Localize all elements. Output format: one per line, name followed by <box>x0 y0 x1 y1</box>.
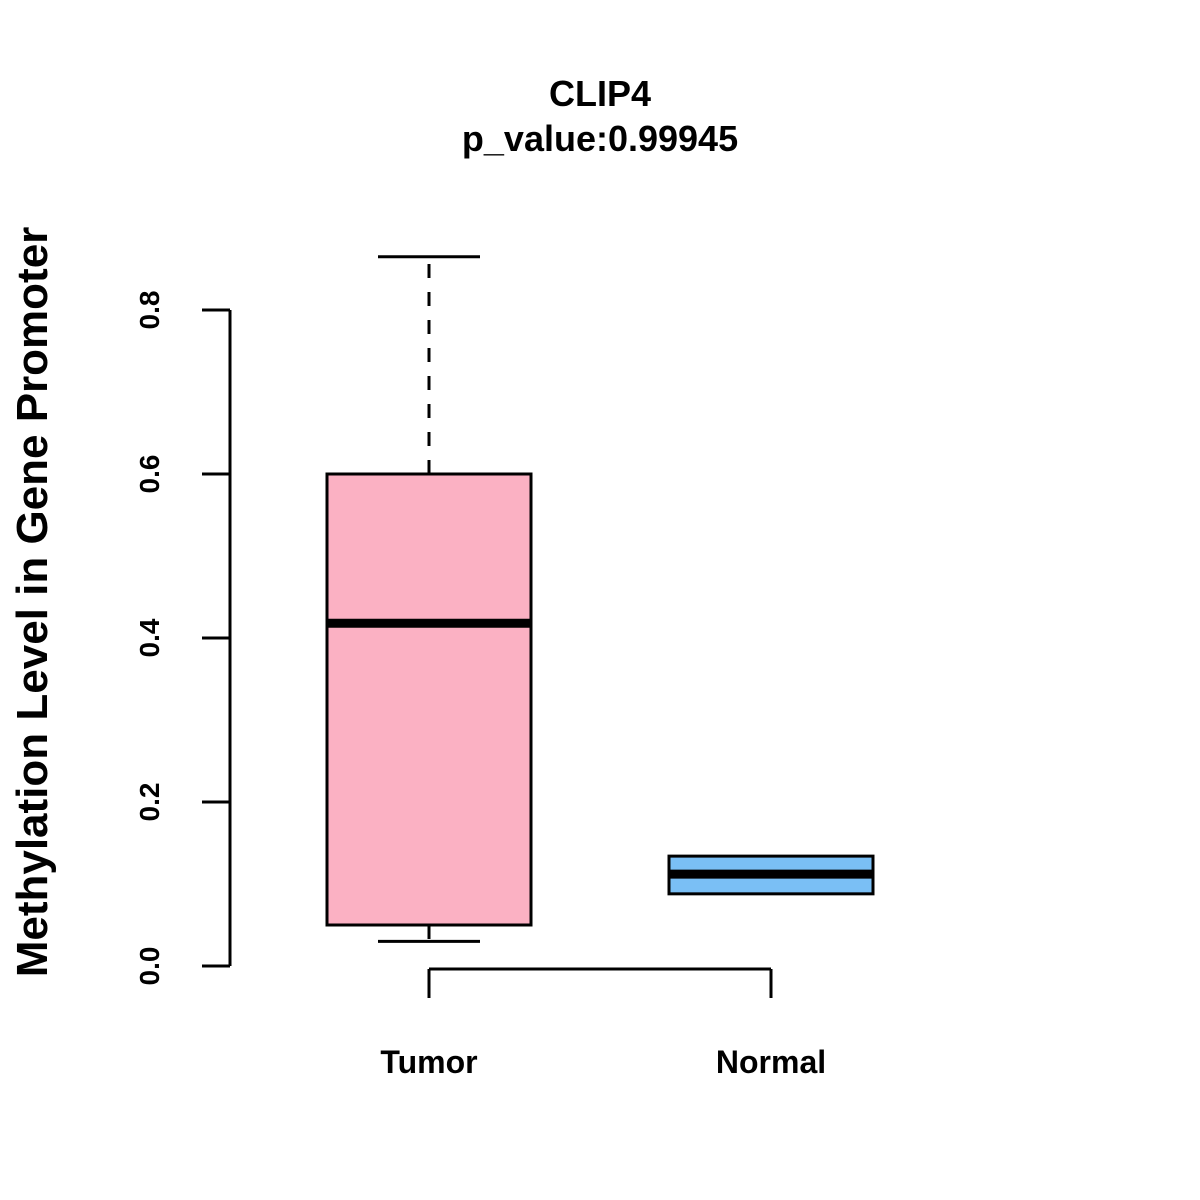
box-normal <box>667 854 875 896</box>
x-tick-label-tumor: Tumor <box>380 1044 477 1080</box>
x-tick-label-normal: Normal <box>716 1044 826 1080</box>
y-axis-label: Methylation Level in Gene Promoter <box>8 227 57 978</box>
chart-title: CLIP4 <box>549 73 651 114</box>
y-tick-label: 0.2 <box>134 783 165 822</box>
box-series <box>325 255 875 943</box>
y-tick-label: 0.6 <box>134 455 165 494</box>
y-axis: 0.0 0.2 0.4 0.6 0.8 <box>134 291 232 986</box>
y-tick-label: 0.4 <box>134 618 165 657</box>
y-tick-label: 0.0 <box>134 947 165 986</box>
x-axis: Tumor Normal <box>380 967 826 1080</box>
box-iqr <box>325 472 533 927</box>
y-tick-label: 0.8 <box>134 291 165 330</box>
chart-subtitle: p_value:0.99945 <box>462 118 738 159</box>
box-tumor <box>325 255 533 943</box>
